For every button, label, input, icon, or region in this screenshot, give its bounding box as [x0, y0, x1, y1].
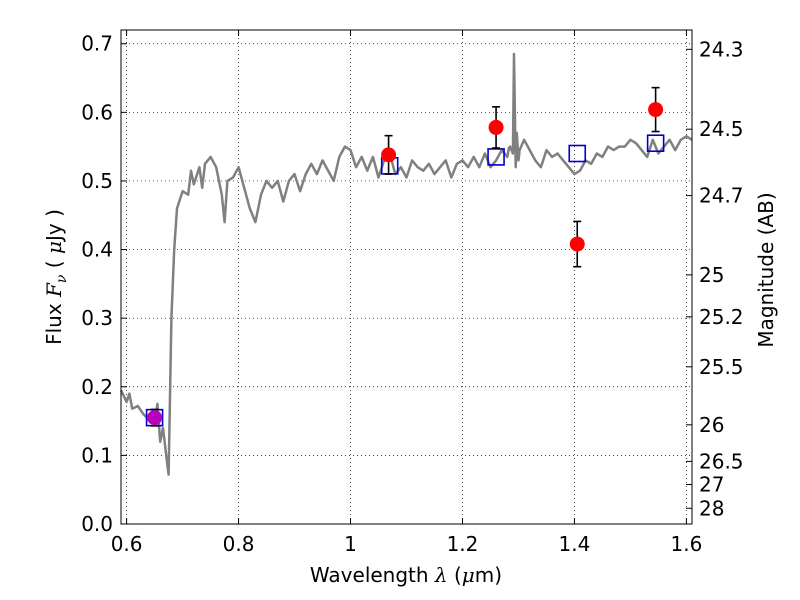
x-tick-label: 1	[344, 532, 357, 556]
x-tick-label: 0.8	[223, 532, 255, 556]
x-tick-label: 0.6	[111, 532, 143, 556]
y-tick-label: 0.1	[81, 443, 113, 467]
observed-point	[147, 410, 163, 426]
y2-axis-title: Magnitude (AB)	[754, 192, 778, 347]
y2-tick-label: 24.3	[699, 37, 744, 61]
y2-tick-label: 26.5	[699, 449, 744, 473]
y2-tick-label: 24.7	[699, 184, 744, 208]
tick-labels: 0.6 0.8 1 1.2 1.4 1.6 0.0 0.1 0.2 0.3 0.4 0.5 0.6 0.7…	[81, 32, 743, 556]
y2-tick-label: 25	[699, 263, 724, 287]
y-tick-label: 0.3	[81, 306, 113, 330]
y-tick-label: 0.2	[81, 375, 113, 399]
axis-ticks	[121, 30, 692, 525]
y-tick-label: 0.6	[81, 100, 113, 124]
observed-point	[648, 102, 664, 118]
y-axis-title: Flux Fν ( μJy )	[42, 209, 70, 345]
observed-point	[569, 236, 585, 252]
x-tick-label: 1.6	[670, 532, 702, 556]
observed-point	[488, 119, 504, 135]
model-photometry-square	[568, 144, 587, 163]
x-tick-label: 1.4	[559, 532, 591, 556]
observed-point	[381, 147, 397, 163]
model-photometry-square	[646, 134, 665, 153]
plot-frame	[120, 29, 693, 525]
model-photometry-square	[487, 148, 505, 166]
y2-tick-label: 25.5	[699, 355, 744, 379]
y-tick-label: 0.4	[81, 238, 113, 262]
y2-tick-label: 28	[699, 496, 724, 520]
plot-area	[121, 30, 692, 524]
x-tick-label: 1.2	[447, 532, 479, 556]
y2-tick-label: 24.5	[699, 117, 744, 141]
y-tick-label: 0.5	[81, 169, 113, 193]
y2-tick-label: 26	[699, 413, 724, 437]
y-tick-label: 0.0	[81, 512, 113, 536]
y2-tick-label: 25.2	[699, 305, 744, 329]
x-axis-title: Wavelength λ (μm)	[310, 563, 502, 587]
y2-tick-label: 27	[699, 473, 724, 497]
y-tick-label: 0.7	[81, 32, 113, 56]
observed-photometry-layer	[147, 86, 664, 427]
